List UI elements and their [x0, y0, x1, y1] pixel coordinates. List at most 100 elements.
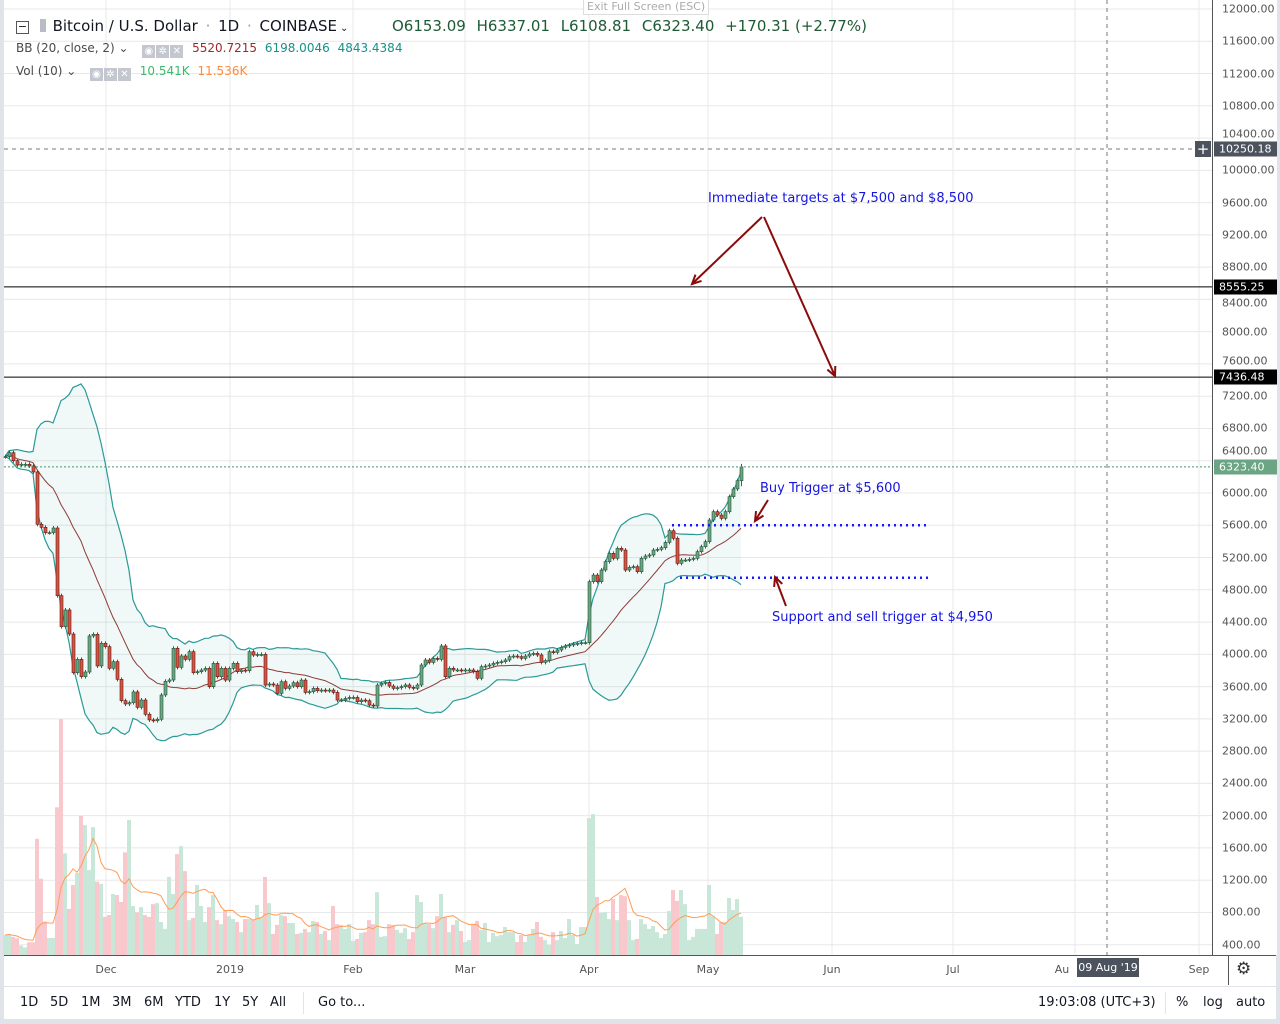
crosshair-add-button[interactable]: +: [1195, 140, 1211, 158]
volume-bar: [523, 941, 527, 955]
range-all[interactable]: All: [270, 995, 287, 1010]
chevron-down-icon[interactable]: ⌄: [118, 41, 129, 55]
volume-bar: [335, 924, 339, 955]
range-1y[interactable]: 1Y: [214, 995, 231, 1010]
candle-body: [683, 559, 688, 562]
annotation-targets[interactable]: Immediate targets at $7,500 and $8,500: [708, 191, 974, 206]
eye-icon[interactable]: ◉: [89, 68, 103, 81]
crosshair-date-label: 09 Aug '19: [1077, 958, 1139, 977]
volume-bar: [707, 884, 711, 955]
candle: [571, 642, 576, 647]
volume-bar: [715, 933, 719, 955]
candle: [347, 695, 352, 701]
volume-bar: [695, 928, 699, 955]
candle-body: [127, 702, 132, 705]
candle: [395, 685, 400, 691]
chevron-down-icon[interactable]: ⌄: [66, 64, 77, 78]
candle: [531, 651, 536, 657]
volume-bar: [351, 940, 355, 955]
volume-bar: [663, 933, 667, 955]
gear-icon[interactable]: ✲: [156, 45, 170, 58]
log-toggle[interactable]: log: [1203, 995, 1223, 1010]
gear-icon[interactable]: ✲: [103, 68, 117, 81]
candle-body: [227, 668, 232, 681]
candle: [355, 695, 360, 704]
candle-body: [91, 634, 96, 637]
candle: [215, 661, 220, 679]
candle-body: [19, 463, 24, 466]
goto-button[interactable]: Go to...: [318, 995, 366, 1010]
candle: [127, 700, 132, 706]
price-axis[interactable]: [1212, 0, 1277, 955]
candle: [251, 649, 256, 658]
volume-bar: [63, 853, 67, 955]
price-tick-label: 7200.00: [1222, 389, 1268, 403]
range-5y[interactable]: 5Y: [242, 995, 259, 1010]
annotation-arrows[interactable]: [690, 216, 837, 607]
volume-bar: [291, 923, 295, 955]
candle: [555, 647, 560, 655]
volume-bar: [119, 902, 123, 955]
range-1d[interactable]: 1D: [20, 995, 39, 1010]
volume-bar: [179, 846, 183, 955]
candle: [507, 654, 512, 662]
price-tick-label: 4000.00: [1222, 647, 1268, 661]
candle-body: [43, 526, 48, 533]
symbol-title[interactable]: Bitcoin / U.S. Dollar · 1D · COINBASE ⌄: [52, 17, 349, 35]
candle-body: [559, 647, 564, 651]
candle: [607, 551, 612, 564]
eye-icon[interactable]: ◉: [142, 45, 156, 58]
volume-bar: [75, 872, 79, 955]
candle: [31, 463, 36, 474]
vol-label[interactable]: Vol (10): [16, 64, 63, 78]
settings-gear-icon[interactable]: ⚙: [1236, 959, 1252, 979]
volume-bar: [127, 819, 131, 955]
volume-bar: [627, 920, 631, 955]
volume-bar: [559, 931, 563, 955]
exit-fullscreen-tooltip[interactable]: Exit Full Screen (ESC): [583, 0, 710, 15]
volume-bar: [387, 924, 391, 955]
candle-body: [415, 684, 420, 689]
time-axis[interactable]: [4, 955, 1276, 986]
candle-body: [207, 668, 212, 687]
candle: [419, 662, 424, 687]
candle: [619, 546, 624, 553]
candle-body: [623, 549, 628, 571]
range-3m[interactable]: 3M: [112, 995, 132, 1010]
volume-bar: [515, 941, 519, 955]
candle: [595, 573, 600, 584]
candle-body: [667, 530, 672, 543]
candle-body: [187, 651, 192, 660]
candle-body: [27, 463, 32, 467]
bb-lower-value: 4843.4384: [337, 41, 403, 55]
annotation-buy-trigger[interactable]: Buy Trigger at $5,600: [760, 481, 901, 496]
close-icon[interactable]: ✕: [117, 68, 131, 81]
close-icon[interactable]: ✕: [170, 45, 184, 58]
candle: [303, 678, 308, 695]
range-ytd[interactable]: YTD: [175, 995, 201, 1010]
clock[interactable]: 19:03:08 (UTC+3): [1038, 995, 1156, 1010]
volume-bar: [691, 936, 695, 955]
chevron-down-icon[interactable]: ⌄: [340, 23, 349, 34]
volume-bar: [315, 921, 319, 955]
volume-bar: [143, 915, 147, 955]
range-6m[interactable]: 6M: [144, 995, 164, 1010]
percent-toggle[interactable]: %: [1176, 995, 1189, 1010]
candle-body: [71, 633, 76, 673]
chart-pane[interactable]: [4, 0, 1212, 955]
collapse-legend-icon[interactable]: −: [16, 20, 29, 34]
candle-body: [647, 554, 652, 557]
volume-bar: [43, 921, 47, 955]
volume-bar: [295, 933, 299, 955]
candle: [351, 695, 356, 700]
level-lower-label: 7436.48: [1214, 369, 1277, 385]
candle-body: [519, 656, 524, 659]
bb-label[interactable]: BB (20, close, 2): [16, 41, 115, 55]
auto-toggle[interactable]: auto: [1236, 995, 1266, 1010]
candle: [715, 509, 720, 518]
exchange: COINBASE: [259, 17, 338, 35]
range-1m[interactable]: 1M: [81, 995, 101, 1010]
candle-body: [375, 684, 380, 707]
range-5d[interactable]: 5D: [50, 995, 69, 1010]
annotation-support[interactable]: Support and sell trigger at $4,950: [772, 610, 993, 625]
